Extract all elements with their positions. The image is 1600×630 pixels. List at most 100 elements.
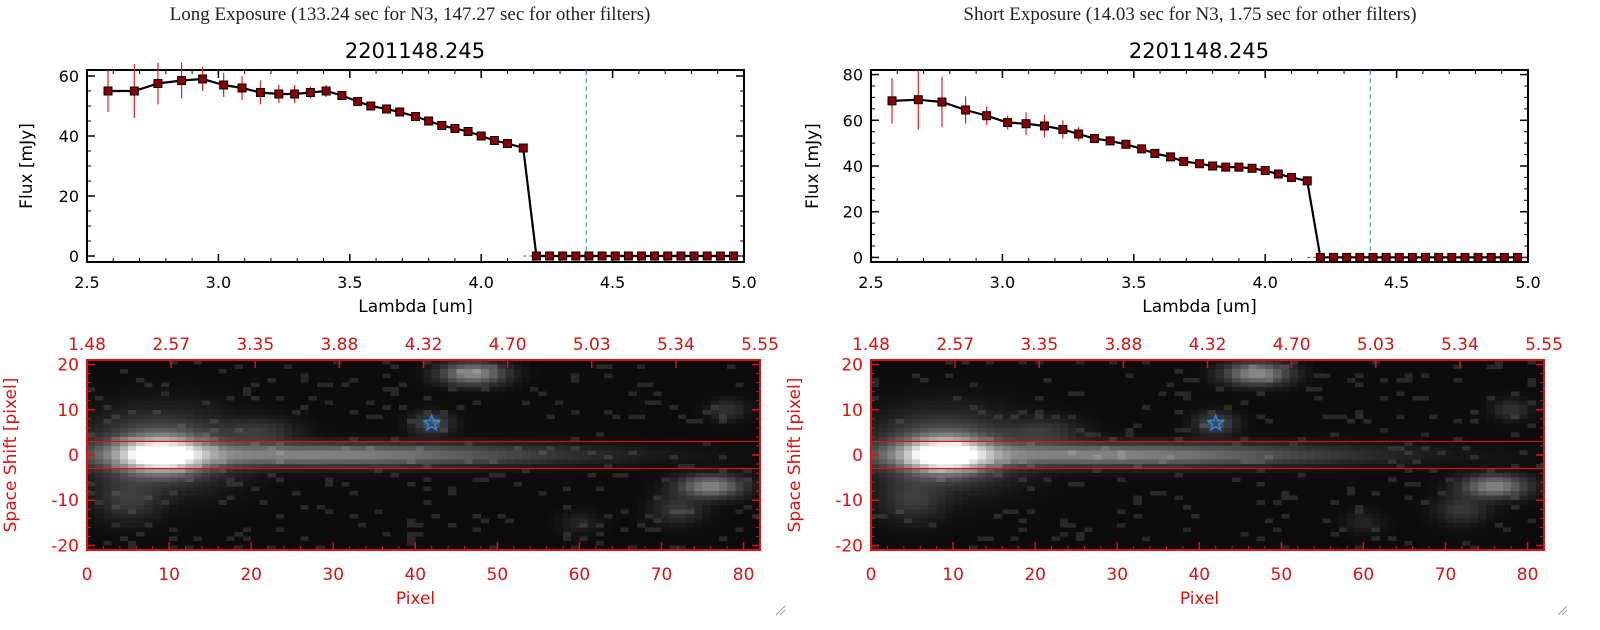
heatmap-cell xyxy=(292,423,301,429)
heatmap-cell xyxy=(694,513,704,519)
heatmap-cell xyxy=(267,387,277,393)
heatmap-cell xyxy=(464,513,474,519)
heatmap-cell xyxy=(103,513,113,519)
heatmap-cell xyxy=(645,540,654,547)
heatmap-cell xyxy=(111,382,121,388)
heatmap-cell xyxy=(546,396,556,402)
heatmap-cell xyxy=(390,518,400,524)
heatmap-cell xyxy=(480,382,490,388)
heatmap-cell xyxy=(1002,396,1012,402)
heatmap-cell xyxy=(111,378,121,384)
heatmap-cell xyxy=(193,477,203,483)
data-point xyxy=(1447,252,1457,262)
heatmap-cell xyxy=(357,468,367,474)
heatmap-cell xyxy=(1322,387,1332,393)
heatmap-cell xyxy=(571,468,581,474)
heatmap-cell xyxy=(735,513,745,519)
heatmap-cell xyxy=(103,473,113,479)
heatmap-cell xyxy=(259,436,269,443)
heatmap-cell xyxy=(612,432,622,438)
heatmap-cell xyxy=(448,441,457,447)
heatmap-cell xyxy=(505,486,515,492)
heatmap-cell xyxy=(111,391,121,397)
heatmap-cell xyxy=(604,545,613,551)
heatmap-cell xyxy=(308,518,318,524)
top-tick-label: 5.55 xyxy=(741,335,779,355)
heatmap-cell xyxy=(226,491,236,497)
heatmap-cell xyxy=(87,405,96,411)
heatmap-cell xyxy=(1248,409,1258,415)
heatmap-cell xyxy=(1150,405,1159,411)
heatmap-cell xyxy=(1141,387,1151,393)
heatmap-cell xyxy=(111,409,121,415)
heatmap-cell xyxy=(912,364,921,370)
heatmap-cell xyxy=(953,373,962,379)
heatmap-cell xyxy=(1248,369,1258,375)
heatmap-cell xyxy=(661,536,671,542)
heatmap-cell xyxy=(1347,378,1356,384)
heatmap-cell xyxy=(259,445,269,452)
heatmap-cell xyxy=(887,382,897,388)
heatmap-cell xyxy=(1191,373,1200,379)
heatmap-cell xyxy=(448,464,457,470)
heatmap-cell xyxy=(398,513,408,519)
heatmap-cell xyxy=(415,373,425,379)
heatmap-cell xyxy=(612,409,622,415)
heatmap-cell xyxy=(251,414,260,420)
heatmap-cell xyxy=(251,473,260,479)
heatmap-cell xyxy=(1133,414,1143,420)
heatmap-cell xyxy=(571,441,581,447)
heatmap-cell xyxy=(136,459,146,465)
heatmap-cell xyxy=(283,369,293,375)
heatmap-cell xyxy=(595,468,605,474)
heatmap-cell xyxy=(612,473,622,479)
heatmap-cell xyxy=(1437,405,1447,411)
heatmap-cell xyxy=(349,536,359,542)
heatmap-cell xyxy=(1256,387,1266,393)
heatmap-cell xyxy=(325,382,334,388)
heatmap-cell xyxy=(357,364,367,370)
heatmap-cell xyxy=(382,364,392,370)
heatmap-cell xyxy=(357,527,367,533)
heatmap-cell xyxy=(538,414,548,420)
heatmap-cell xyxy=(645,464,654,470)
heatmap-cell xyxy=(604,518,613,524)
heatmap-cell xyxy=(587,427,597,433)
heatmap-cell xyxy=(1470,409,1479,415)
heatmap-cell xyxy=(1371,387,1381,393)
heatmap-cell xyxy=(152,427,162,433)
heatmap-cell xyxy=(628,482,638,488)
heatmap-cell xyxy=(374,414,384,420)
heatmap-cell xyxy=(87,445,96,452)
heatmap-cell xyxy=(645,391,654,397)
heatmap-cell xyxy=(448,418,457,424)
heatmap-cell xyxy=(316,522,326,528)
heatmap-cell xyxy=(251,436,260,443)
heatmap-cell xyxy=(1051,373,1061,379)
heatmap-cell xyxy=(636,405,646,411)
heatmap-cell xyxy=(160,445,170,452)
heatmap-cell xyxy=(661,432,671,438)
heatmap-cell xyxy=(242,382,252,388)
data-point xyxy=(382,104,392,114)
heatmap-cell xyxy=(1182,378,1192,384)
heatmap-cell xyxy=(554,527,564,533)
heatmap-cell xyxy=(259,504,269,510)
heatmap-cell xyxy=(571,459,581,465)
heatmap-cell xyxy=(1486,387,1496,393)
heatmap-cell xyxy=(177,414,187,420)
heatmap-cell xyxy=(751,486,761,492)
heatmap-cell xyxy=(636,527,646,533)
heatmap-cell xyxy=(95,500,105,506)
heatmap-cell xyxy=(1059,396,1069,402)
heatmap-cell xyxy=(912,382,921,388)
heatmap-cell xyxy=(464,391,474,397)
heatmap-cell xyxy=(480,500,490,506)
heatmap-cell xyxy=(661,396,671,402)
heatmap-cell xyxy=(727,387,736,393)
heatmap-cell xyxy=(169,455,178,461)
heatmap-cell xyxy=(251,396,260,402)
heatmap-cell xyxy=(677,455,687,461)
heatmap-cell xyxy=(513,369,523,375)
heatmap-cell xyxy=(571,482,581,488)
